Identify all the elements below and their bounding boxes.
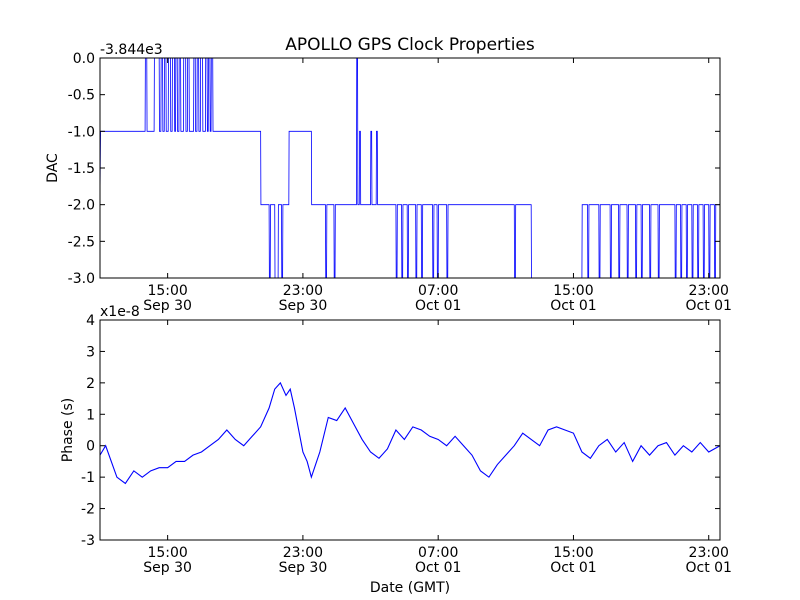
phase-panel: x1e-8 Phase (s) Date (GMT) 4 3 2 1 0 -1 -2 -3 15… — [60, 304, 732, 596]
dac-x-tick-date: Sep 30 — [279, 298, 328, 314]
dac-series-line — [100, 58, 720, 278]
phase-x-tick-time: 15:00 — [553, 545, 593, 561]
phase-y-tick-label: 2 — [86, 376, 95, 392]
dac-x-tick-date: Oct 01 — [415, 298, 461, 314]
phase-y-tick-label: 3 — [86, 344, 95, 360]
dac-x-tick-time: 15:00 — [553, 283, 593, 299]
dac-x-tick-time: 23:00 — [283, 283, 323, 299]
dac-y-tick-label: -3.0 — [68, 271, 95, 287]
phase-x-tick-date: Sep 30 — [279, 560, 328, 576]
dac-offset-label: -3.844e3 — [100, 42, 163, 58]
phase-y-tick-label: -2 — [81, 502, 95, 518]
dac-x-tick-time: 23:00 — [689, 283, 729, 299]
chart-title: APOLLO GPS Clock Properties — [285, 35, 535, 55]
phase-y-tick-label: 1 — [86, 407, 95, 423]
phase-series-line — [100, 381, 720, 485]
dac-x-tick-date: Oct 01 — [550, 298, 596, 314]
dac-y-tick-label: -2.5 — [68, 234, 95, 250]
phase-x-tick-date: Sep 30 — [143, 560, 192, 576]
dac-y-tick-label: -2.0 — [68, 198, 95, 214]
phase-offset-label: x1e-8 — [100, 304, 140, 320]
phase-axes-frame — [99, 319, 721, 541]
dac-x-tick-date: Sep 30 — [143, 298, 192, 314]
dac-y-axis-label: DAC — [45, 153, 61, 183]
phase-x-tick-time: 23:00 — [689, 545, 729, 561]
dac-x-tick-date: Oct 01 — [685, 298, 731, 314]
dac-y-tick-label: -0.5 — [68, 88, 95, 104]
phase-x-tick-date: Oct 01 — [550, 560, 596, 576]
phase-x-tick-date: Oct 01 — [415, 560, 461, 576]
phase-x-tick-time: 07:00 — [418, 545, 458, 561]
phase-y-tick-label: -3 — [81, 533, 95, 549]
dac-y-tick-label: 0.0 — [73, 51, 95, 67]
dac-y-tick-label: -1.5 — [68, 161, 95, 177]
phase-y-tick-label: 4 — [86, 313, 95, 329]
dac-x-tick-time: 07:00 — [418, 283, 458, 299]
phase-y-tick-label: 0 — [86, 439, 95, 455]
dac-y-tick-label: -1.0 — [68, 124, 95, 140]
phase-x-tick-time: 23:00 — [283, 545, 323, 561]
phase-y-axis-label: Phase (s) — [60, 398, 76, 462]
phase-x-tick-time: 15:00 — [147, 545, 187, 561]
x-axis-label: Date (GMT) — [370, 580, 450, 596]
phase-y-tick-label: -1 — [81, 470, 95, 486]
dac-panel: -3.844e3 DAC 0.0 -0.5 -1.0 -1.5 -2.0 -2.5 -3.0… — [45, 42, 732, 314]
phase-x-tick-date: Oct 01 — [685, 560, 731, 576]
dac-x-tick-time: 15:00 — [147, 283, 187, 299]
